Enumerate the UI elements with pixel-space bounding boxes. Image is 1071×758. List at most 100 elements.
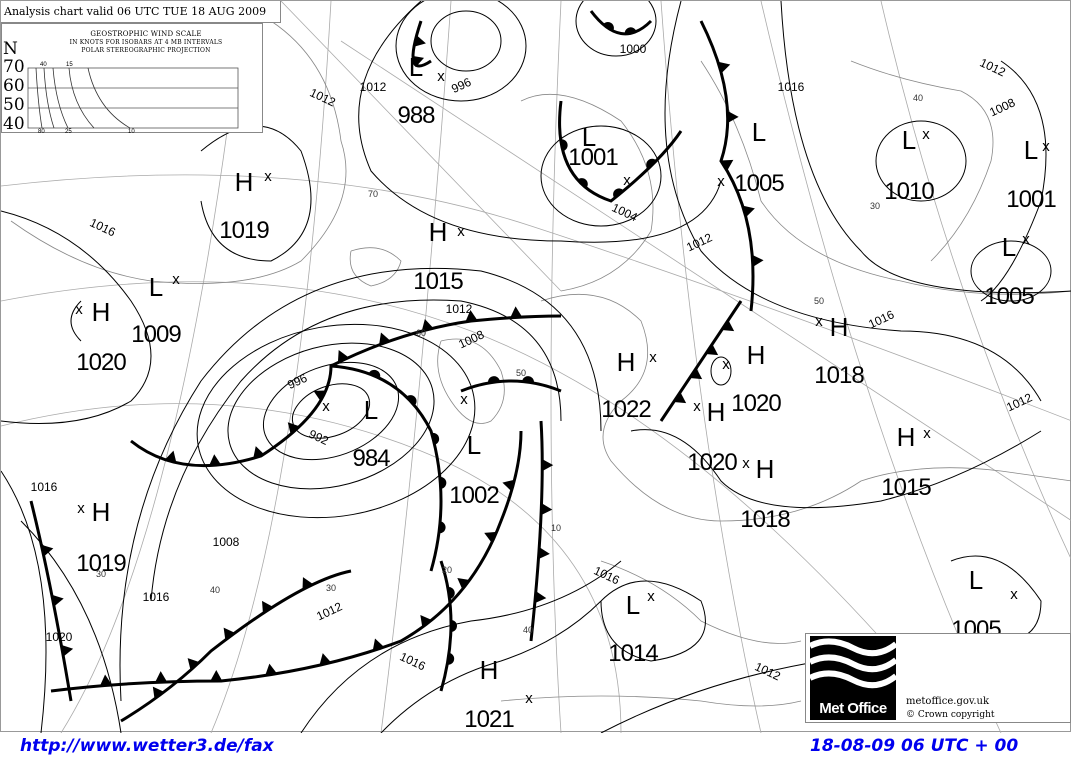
centre-type: H (480, 655, 499, 685)
cold-front-triangle-icon (411, 55, 425, 68)
cold-front-triangle-icon (313, 390, 327, 402)
centre-cross-icon: x (1042, 138, 1050, 155)
warm-front (330, 364, 443, 572)
chart-title: Analysis chart valid 06 UTC TUE 18 AUG 2… (1, 1, 281, 23)
pressure-centre-low: L 1010 x (884, 125, 935, 205)
isobar-label: 1016 (88, 215, 118, 239)
cold-front-triangle-icon (61, 644, 74, 657)
centre-cross-icon: x (742, 455, 750, 472)
centre-cross-icon: x (77, 500, 85, 517)
warm-front-semicircle-icon (406, 395, 417, 406)
centre-cross-icon: x (437, 68, 445, 85)
cold-front-triangle-icon (372, 638, 385, 651)
centre-type: L (409, 52, 423, 82)
cold-front-triangle-icon (689, 368, 703, 380)
centre-pressure: 1014 (608, 640, 658, 667)
cold-front-triangle-icon (720, 159, 734, 171)
met-office-logo: Met Office (808, 636, 898, 720)
warm-front-semicircle-icon (577, 178, 588, 189)
cold-front-triangle-icon (484, 531, 497, 543)
warm-front-semicircle-icon (438, 521, 446, 534)
latitude-label: 30 (870, 201, 880, 211)
warm-front-semicircle-icon (646, 158, 657, 170)
isobar-label: 1016 (31, 480, 58, 494)
isobar-label: 1012 (1004, 390, 1034, 414)
centre-type: L (149, 272, 163, 302)
cold-front-triangle-icon (420, 614, 432, 628)
cold-front-triangle-icon (51, 594, 64, 607)
pressure-centre-high: H 1022 x (601, 347, 657, 423)
cold-front (120, 569, 352, 723)
lat-label: 40 (3, 114, 25, 134)
centre-type: H (92, 297, 111, 327)
footer-timestamp: 18-08-09 06 UTC + 00 (810, 736, 1019, 756)
centre-cross-icon: x (922, 126, 930, 143)
centre-cross-icon: x (717, 173, 725, 190)
centre-pressure: 1020 (687, 449, 737, 476)
centre-type: L (1002, 232, 1016, 262)
centre-type: L (626, 590, 640, 620)
scale-bottom-label: 25 (65, 129, 72, 134)
footer-url[interactable]: http://www.wetter3.de/fax (20, 736, 274, 756)
pressure-centre-low: L 1014 x (608, 588, 659, 667)
centre-pressure: 1001 (1006, 186, 1056, 213)
pressure-centre-high: H 1015 x (413, 217, 465, 295)
cold-front-triangle-icon (41, 544, 54, 557)
warm-front (439, 560, 453, 692)
warm-front-semicircle-icon (624, 27, 637, 35)
warm-front-semicircle-icon (522, 376, 534, 383)
centre-cross-icon: x (322, 398, 330, 415)
cold-front-triangle-icon (287, 422, 300, 435)
warm-front (589, 10, 653, 36)
cold-front-triangle-icon (187, 658, 200, 671)
cold-front-triangle-icon (209, 454, 222, 466)
centre-cross-icon: x (815, 313, 823, 330)
cold-front-triangle-icon (152, 686, 165, 699)
pressure-centre-high: H 1018 x (814, 312, 865, 389)
cold-front-triangle-icon (262, 600, 274, 614)
cold-front-triangle-icon (541, 503, 553, 516)
pressure-centre-high: H 1021 x (464, 655, 533, 733)
warm-front-semicircle-icon (602, 21, 614, 32)
warm-front-semicircle-icon (447, 587, 455, 599)
centre-type: H (92, 497, 111, 527)
centre-pressure: 1009 (131, 321, 181, 348)
centre-pressure: 1020 (76, 349, 126, 376)
isobar-label: 1008 (213, 535, 240, 549)
isobar-label: 1016 (866, 307, 896, 331)
centre-cross-icon: x (75, 301, 83, 318)
north-label: N (3, 39, 18, 59)
latitude-label: 20 (442, 565, 452, 575)
isobar-label: 996 (449, 75, 473, 96)
cold-front-triangle-icon (223, 627, 235, 641)
centre-type: H (429, 217, 448, 247)
pressure-map: L988xL1001xL1005xL1010xL1001xL1005xH1019… (0, 0, 1071, 734)
centre-type: L (467, 430, 481, 460)
centre-cross-icon: x (923, 425, 931, 442)
centre-type: H (617, 347, 636, 377)
latitude-label: 50 (516, 368, 526, 378)
centre-cross-icon: x (1010, 586, 1018, 603)
centre-type: L (969, 565, 983, 595)
isobar-label: 992 (307, 427, 331, 448)
warm-front-semicircle-icon (447, 652, 455, 665)
pressure-centre-high: H 1018 x (740, 454, 791, 533)
latitude-label: 40 (913, 93, 923, 103)
cold-front-triangle-icon (673, 392, 687, 404)
cold-front-triangle-icon (457, 578, 470, 590)
centre-cross-icon: x (460, 391, 468, 408)
wind-scale-subtitle: IN KNOTS FOR ISOBARS AT 4 MB INTERVALS (69, 39, 223, 46)
scale-top-label: 40 (40, 62, 47, 68)
centre-cross-icon: x (647, 588, 655, 605)
cold-front (130, 314, 562, 468)
cold-front-triangle-icon (542, 459, 554, 472)
isobar-label: 1012 (314, 599, 344, 623)
isobar-label: 1016 (143, 590, 170, 604)
scale-top-label: 15 (66, 62, 73, 68)
cold-front-triangle-icon (534, 591, 547, 604)
centre-pressure: 1020 (731, 390, 781, 417)
